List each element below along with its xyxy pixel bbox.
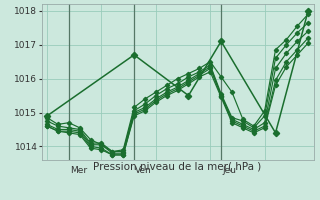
- X-axis label: Pression niveau de la mer( hPa ): Pression niveau de la mer( hPa ): [93, 161, 262, 171]
- Text: Jeu: Jeu: [222, 166, 236, 175]
- Text: Mer: Mer: [70, 166, 87, 175]
- Text: Ven: Ven: [135, 166, 152, 175]
